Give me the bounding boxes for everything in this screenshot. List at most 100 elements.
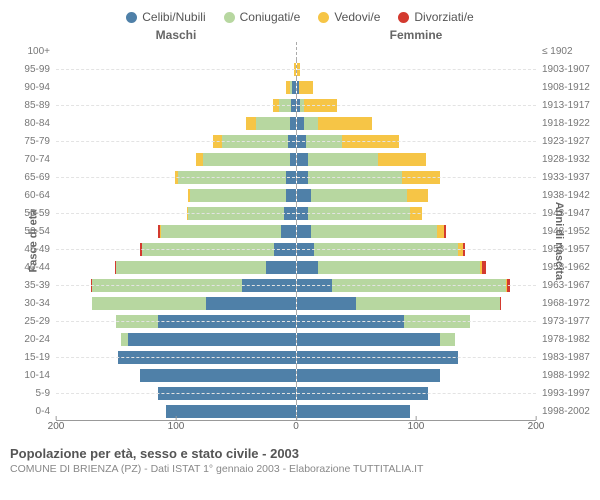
birth-label: 1953-1957 (536, 244, 600, 255)
bar-segment (297, 117, 304, 130)
x-tick: 100 (408, 421, 425, 432)
bar-segment (290, 117, 296, 130)
age-row: 30-341968-1972 (0, 294, 600, 312)
bar-segment (297, 243, 315, 256)
birth-label: 1918-1922 (536, 118, 600, 129)
age-row: 5-91993-1997 (0, 384, 600, 402)
male-half (56, 114, 297, 132)
bar-segment (297, 333, 441, 346)
age-label: 25-29 (0, 316, 56, 327)
age-label: 55-59 (0, 208, 56, 219)
legend-label: Vedovi/e (334, 10, 380, 24)
male-half (56, 78, 297, 96)
birth-label: 1913-1917 (536, 100, 600, 111)
female-half (297, 42, 537, 60)
bar-segment (482, 261, 486, 274)
female-half (297, 348, 537, 366)
age-label: 75-79 (0, 136, 56, 147)
male-half (56, 96, 297, 114)
male-half (56, 60, 297, 78)
bar-area (56, 384, 536, 402)
legend: Celibi/NubiliConiugati/eVedovi/eDivorzia… (0, 0, 600, 28)
age-label: 90-94 (0, 82, 56, 93)
bar-segment (297, 279, 333, 292)
bar-segment (281, 225, 295, 238)
bar-segment (407, 189, 429, 202)
bar-segment (332, 279, 506, 292)
bar-segment (116, 315, 158, 328)
bar-area (56, 294, 536, 312)
bar-segment (291, 99, 296, 112)
x-tick: 200 (48, 421, 65, 432)
bar-segment (203, 153, 289, 166)
bar-area (56, 96, 536, 114)
bar-segment (437, 225, 444, 238)
female-half (297, 78, 537, 96)
bar-area (56, 60, 536, 78)
bar-segment (297, 135, 307, 148)
male-half (56, 168, 297, 186)
bar-segment (297, 171, 309, 184)
chart-footer: Popolazione per età, sesso e stato civil… (0, 440, 600, 475)
legend-swatch (224, 12, 235, 23)
age-label: 15-19 (0, 352, 56, 363)
birth-label: 1988-1992 (536, 370, 600, 381)
bar-area (56, 330, 536, 348)
bar-area (56, 150, 536, 168)
age-row: 70-74 1928-1932 (0, 150, 600, 168)
bar-segment (284, 207, 296, 220)
male-half (56, 150, 297, 168)
bar-area (56, 204, 536, 222)
male-half (56, 276, 297, 294)
bar-area (56, 240, 536, 258)
bar-segment (266, 261, 296, 274)
male-half (56, 222, 297, 240)
female-half (297, 204, 537, 222)
bar-segment (299, 81, 313, 94)
bar-segment (142, 243, 274, 256)
age-label: 50-54 (0, 226, 56, 237)
age-label: 30-34 (0, 298, 56, 309)
age-label: 80-84 (0, 118, 56, 129)
female-half (297, 150, 537, 168)
age-label: 70-74 (0, 154, 56, 165)
age-label: 95-99 (0, 64, 56, 75)
chart-subtitle: COMUNE DI BRIENZA (PZ) - Dati ISTAT 1° g… (10, 463, 590, 475)
legend-label: Celibi/Nubili (142, 10, 205, 24)
age-row: 45-491953-1957 (0, 240, 600, 258)
birth-label: 1923-1927 (536, 136, 600, 147)
age-label: 40-44 (0, 262, 56, 273)
age-label: 100+ (0, 46, 56, 57)
birth-label: 1928-1932 (536, 154, 600, 165)
age-row: 25-29 1973-1977 (0, 312, 600, 330)
bar-area (56, 78, 536, 96)
legend-item: Divorziati/e (398, 10, 473, 24)
male-half (56, 42, 297, 60)
female-half (297, 384, 537, 402)
male-half (56, 384, 297, 402)
age-row: 35-391963-1967 (0, 276, 600, 294)
female-half (297, 114, 537, 132)
bar-segment (342, 135, 399, 148)
bar-segment (188, 207, 284, 220)
bar-segment (297, 315, 405, 328)
bar-segment (297, 63, 301, 76)
male-half (56, 186, 297, 204)
bar-segment (304, 99, 338, 112)
birth-label: 1938-1942 (536, 190, 600, 201)
female-half (297, 132, 537, 150)
age-row: 0-41998-2002 (0, 402, 600, 420)
female-half (297, 168, 537, 186)
bar-segment (304, 117, 318, 130)
bar-area (56, 222, 536, 240)
bar-area (56, 276, 536, 294)
birth-label: 1973-1977 (536, 316, 600, 327)
bar-segment (92, 279, 242, 292)
bar-area (56, 186, 536, 204)
female-label: Femmine (296, 28, 536, 42)
bar-segment (161, 225, 281, 238)
legend-item: Celibi/Nubili (126, 10, 205, 24)
male-half (56, 240, 297, 258)
age-label: 85-89 (0, 100, 56, 111)
birth-label: 1958-1962 (536, 262, 600, 273)
